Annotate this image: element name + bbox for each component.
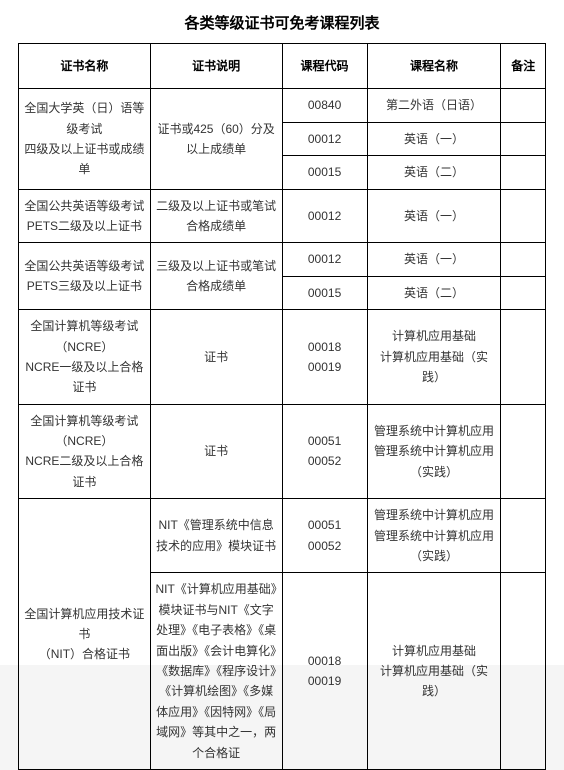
cell-cert-name: 全国公共英语等级考试PETS三级及以上证书 [19, 243, 151, 310]
cell-remark [501, 89, 546, 122]
cell-course-name: 英语（二） [367, 276, 501, 309]
cell-course-name: 计算机应用基础计算机应用基础（实践） [367, 573, 501, 770]
cell-remark [501, 156, 546, 189]
cell-remark [501, 243, 546, 276]
table-row: 全国计算机等级考试（NCRE）NCRE二级及以上合格证书证书0005100052… [19, 404, 546, 499]
cell-course-name: 英语（一） [367, 243, 501, 276]
cell-cert-desc: 证书或425（60）分及以上成绩单 [150, 89, 282, 189]
table-row: 全国大学英（日）语等级考试四级及以上证书或成绩单证书或425（60）分及以上成绩… [19, 89, 546, 122]
col-course-code: 课程代码 [282, 44, 367, 89]
cell-course-code: 00015 [282, 156, 367, 189]
cell-cert-name: 全国计算机等级考试（NCRE）NCRE一级及以上合格证书 [19, 310, 151, 405]
table-row: 全国计算机等级考试（NCRE）NCRE一级及以上合格证书证书0001800019… [19, 310, 546, 405]
col-course-name: 课程名称 [367, 44, 501, 89]
cell-course-code: 0001800019 [282, 310, 367, 405]
page-container: 各类等级证书可免考课程列表 证书名称 证书说明 课程代码 课程名称 备注 全国大… [0, 0, 564, 665]
cell-cert-desc: 三级及以上证书或笔试合格成绩单 [150, 243, 282, 310]
table-header-row: 证书名称 证书说明 课程代码 课程名称 备注 [19, 44, 546, 89]
cell-remark [501, 276, 546, 309]
cell-course-name: 英语（一） [367, 122, 501, 155]
cell-course-name: 管理系统中计算机应用管理系统中计算机应用（实践） [367, 499, 501, 573]
cell-course-code: 00840 [282, 89, 367, 122]
cell-remark [501, 573, 546, 770]
cell-course-name: 管理系统中计算机应用管理系统中计算机应用（实践） [367, 404, 501, 499]
cell-cert-desc: 证书 [150, 310, 282, 405]
cell-course-code: 00012 [282, 243, 367, 276]
cell-course-name: 计算机应用基础计算机应用基础（实践） [367, 310, 501, 405]
cell-course-code: 0005100052 [282, 499, 367, 573]
cell-cert-name: 全国公共英语等级考试PETS二级及以上证书 [19, 189, 151, 243]
cell-remark [501, 404, 546, 499]
cell-course-code: 00012 [282, 189, 367, 243]
cell-course-code: 00012 [282, 122, 367, 155]
table-row: 全国公共英语等级考试PETS三级及以上证书三级及以上证书或笔试合格成绩单0001… [19, 243, 546, 276]
cell-cert-name: 全国计算机等级考试（NCRE）NCRE二级及以上合格证书 [19, 404, 151, 499]
table-row: 全国计算机应用技术证书（NIT）合格证书NIT《管理系统中信息技术的应用》模块证… [19, 499, 546, 573]
table-row: 全国公共英语等级考试PETS二级及以上证书二级及以上证书或笔试合格成绩单0001… [19, 189, 546, 243]
cell-remark [501, 310, 546, 405]
exemption-table: 证书名称 证书说明 课程代码 课程名称 备注 全国大学英（日）语等级考试四级及以… [18, 43, 546, 770]
cell-remark [501, 122, 546, 155]
cell-remark [501, 499, 546, 573]
cell-course-name: 第二外语（日语） [367, 89, 501, 122]
col-cert-desc: 证书说明 [150, 44, 282, 89]
cell-cert-desc: 证书 [150, 404, 282, 499]
cell-course-code: 00015 [282, 276, 367, 309]
cell-course-code: 0001800019 [282, 573, 367, 770]
col-cert-name: 证书名称 [19, 44, 151, 89]
cell-course-name: 英语（一） [367, 189, 501, 243]
col-remark: 备注 [501, 44, 546, 89]
cell-course-code: 0005100052 [282, 404, 367, 499]
cell-cert-desc: 二级及以上证书或笔试合格成绩单 [150, 189, 282, 243]
cell-cert-name: 全国大学英（日）语等级考试四级及以上证书或成绩单 [19, 89, 151, 189]
cell-remark [501, 189, 546, 243]
cell-course-name: 英语（二） [367, 156, 501, 189]
cell-cert-desc: NIT《计算机应用基础》模块证书与NIT《文字处理》《电子表格》《桌面出版》《会… [150, 573, 282, 770]
cell-cert-desc: NIT《管理系统中信息技术的应用》模块证书 [150, 499, 282, 573]
cell-cert-name: 全国计算机应用技术证书（NIT）合格证书 [19, 499, 151, 770]
page-title: 各类等级证书可免考课程列表 [18, 12, 546, 33]
